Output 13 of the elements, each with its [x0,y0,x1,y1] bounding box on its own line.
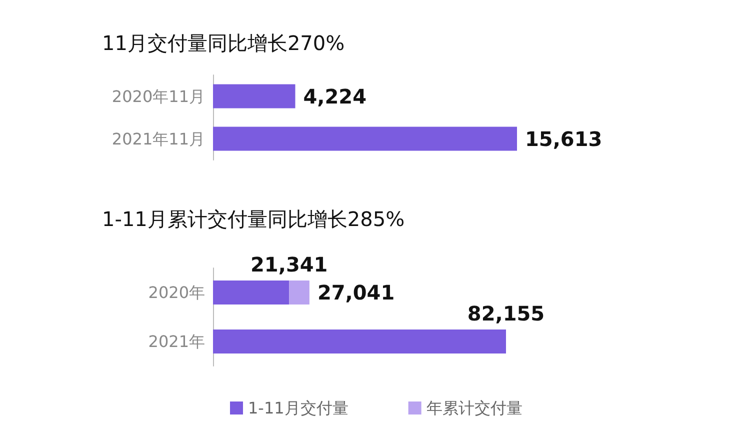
y-tick-label: 2020年 [148,283,205,302]
chart-title: 1-11月累计交付量同比增长285% [102,207,405,231]
data-label: 82,155 [467,302,545,326]
chart-title: 11月交付量同比增长270% [102,31,345,55]
data-label: 21,341 [250,252,328,276]
annotation: 27,041 [317,280,395,304]
legend-label: 年累计交付量 [426,398,522,418]
legend-label: 1-11月交付量 [248,398,348,418]
y-tick-label: 2021年 [148,332,205,351]
data-label: 15,613 [525,126,602,151]
y-tick-label: 2021年11月 [112,129,205,148]
y-tick-label: 2020年11月 [112,86,205,106]
data-label: 4,224 [303,84,367,108]
